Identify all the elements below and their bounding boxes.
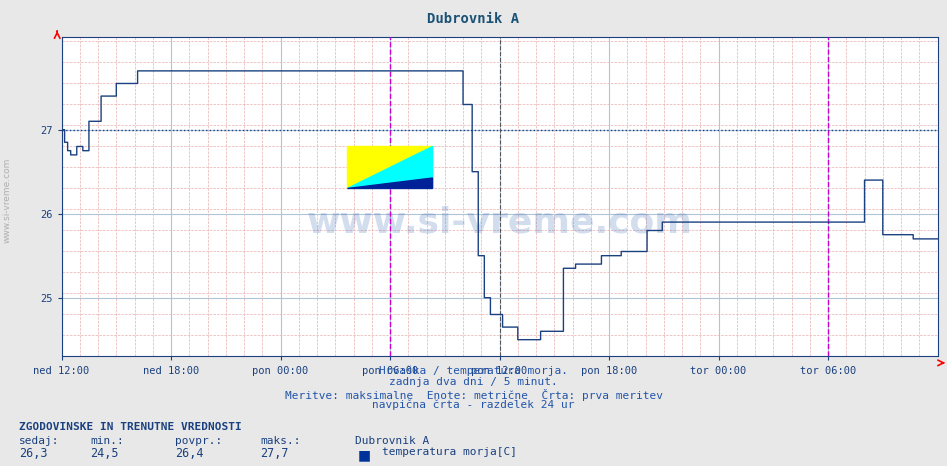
Text: ■: ■ [358, 448, 371, 462]
Text: www.si-vreme.com: www.si-vreme.com [3, 158, 12, 243]
Text: temperatura morja[C]: temperatura morja[C] [382, 447, 517, 457]
Polygon shape [348, 178, 433, 188]
Polygon shape [348, 146, 433, 188]
Text: sedaj:: sedaj: [19, 436, 60, 445]
Text: zadnja dva dni / 5 minut.: zadnja dva dni / 5 minut. [389, 377, 558, 387]
Text: Hrvaška / temperatura morja.: Hrvaška / temperatura morja. [379, 366, 568, 377]
Text: 26,4: 26,4 [175, 447, 204, 460]
Text: povpr.:: povpr.: [175, 436, 223, 445]
Text: 27,7: 27,7 [260, 447, 289, 460]
Text: navpična črta - razdelek 24 ur: navpična črta - razdelek 24 ur [372, 399, 575, 410]
Text: min.:: min.: [90, 436, 124, 445]
Text: Dubrovnik A: Dubrovnik A [427, 12, 520, 26]
Text: Meritve: maksimalne  Enote: metrične  Črta: prva meritev: Meritve: maksimalne Enote: metrične Črta… [284, 389, 663, 401]
Text: Dubrovnik A: Dubrovnik A [355, 436, 429, 445]
Polygon shape [348, 146, 433, 188]
Text: 24,5: 24,5 [90, 447, 118, 460]
Text: www.si-vreme.com: www.si-vreme.com [307, 206, 692, 240]
Text: maks.:: maks.: [260, 436, 301, 445]
Text: ZGODOVINSKE IN TRENUTNE VREDNOSTI: ZGODOVINSKE IN TRENUTNE VREDNOSTI [19, 422, 241, 432]
Text: 26,3: 26,3 [19, 447, 47, 460]
